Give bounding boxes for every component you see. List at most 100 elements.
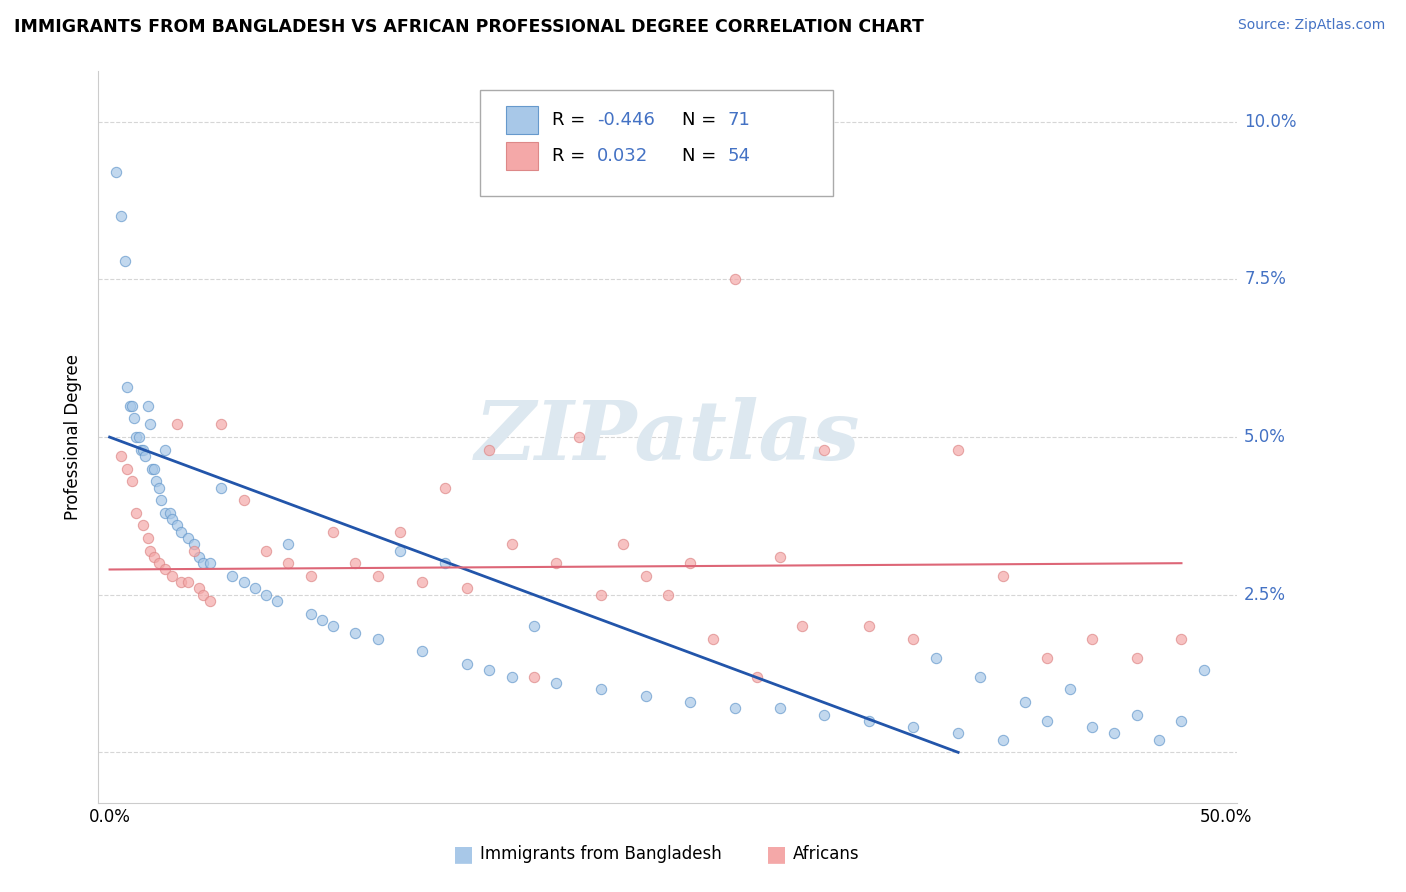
Point <box>122 411 145 425</box>
Point <box>388 543 411 558</box>
Text: Source: ZipAtlas.com: Source: ZipAtlas.com <box>1237 18 1385 32</box>
Point <box>232 575 254 590</box>
Point <box>145 474 167 488</box>
Point <box>679 556 702 570</box>
Point <box>198 594 221 608</box>
Point <box>567 430 589 444</box>
Point <box>456 582 478 596</box>
Point <box>105 165 128 179</box>
Point <box>299 569 322 583</box>
Point <box>170 524 193 539</box>
Point <box>136 531 159 545</box>
Y-axis label: Professional Degree: Professional Degree <box>65 354 83 520</box>
Point <box>634 689 657 703</box>
Point <box>903 632 925 646</box>
Point <box>139 417 162 432</box>
Point <box>702 632 724 646</box>
FancyBboxPatch shape <box>479 90 832 195</box>
Point <box>132 518 155 533</box>
Point <box>478 664 501 678</box>
Point <box>925 650 948 665</box>
Point <box>139 543 162 558</box>
Point <box>232 493 254 508</box>
Point <box>193 556 215 570</box>
Point <box>243 582 266 596</box>
Point <box>969 670 991 684</box>
Point <box>266 594 288 608</box>
Point <box>155 506 177 520</box>
Point <box>166 417 188 432</box>
Point <box>679 695 702 709</box>
Point <box>159 506 181 520</box>
FancyBboxPatch shape <box>506 106 538 134</box>
Point <box>121 399 143 413</box>
Point <box>221 569 243 583</box>
Point <box>118 399 141 413</box>
Point <box>322 524 344 539</box>
Text: 54: 54 <box>727 147 749 165</box>
Point <box>121 474 143 488</box>
Text: R =: R = <box>551 147 591 165</box>
Point <box>277 537 299 551</box>
Point <box>523 619 546 633</box>
Point <box>1014 695 1036 709</box>
Point <box>277 556 299 570</box>
Point <box>187 549 209 564</box>
Point <box>903 720 925 734</box>
Point <box>388 524 411 539</box>
Point <box>367 569 389 583</box>
Point <box>148 481 170 495</box>
Point <box>198 556 221 570</box>
Point <box>657 588 679 602</box>
Point <box>501 670 523 684</box>
Text: IMMIGRANTS FROM BANGLADESH VS AFRICAN PROFESSIONAL DEGREE CORRELATION CHART: IMMIGRANTS FROM BANGLADESH VS AFRICAN PR… <box>14 18 924 36</box>
Point <box>858 619 880 633</box>
Point <box>546 676 568 690</box>
FancyBboxPatch shape <box>506 143 538 170</box>
Point <box>134 449 156 463</box>
Point <box>148 556 170 570</box>
Point <box>768 549 790 564</box>
Point <box>170 575 193 590</box>
Point <box>132 442 155 457</box>
Text: ■: ■ <box>453 844 474 864</box>
Text: 7.5%: 7.5% <box>1244 270 1286 288</box>
Point <box>143 461 166 475</box>
Point <box>813 707 835 722</box>
Point <box>125 506 148 520</box>
Point <box>160 569 183 583</box>
Point <box>344 556 367 570</box>
Text: R =: R = <box>551 111 591 128</box>
Text: 10.0%: 10.0% <box>1244 112 1296 131</box>
Point <box>136 399 159 413</box>
Point <box>1126 707 1149 722</box>
Point <box>501 537 523 551</box>
Point <box>724 701 747 715</box>
Point <box>193 588 215 602</box>
Text: N =: N = <box>682 111 721 128</box>
Point <box>1036 650 1059 665</box>
Point <box>747 670 769 684</box>
Point <box>946 726 969 740</box>
Point <box>589 588 612 602</box>
Point <box>546 556 568 570</box>
Point <box>991 732 1014 747</box>
Text: 5.0%: 5.0% <box>1244 428 1286 446</box>
Point <box>1126 650 1149 665</box>
Point <box>523 670 546 684</box>
Point <box>790 619 813 633</box>
Point <box>1104 726 1126 740</box>
Point <box>183 543 205 558</box>
Point <box>1192 664 1215 678</box>
Point <box>117 461 139 475</box>
Point <box>254 588 277 602</box>
Point <box>254 543 277 558</box>
Point <box>110 449 132 463</box>
Point <box>589 682 612 697</box>
Point <box>456 657 478 671</box>
Point <box>612 537 634 551</box>
Point <box>813 442 835 457</box>
Point <box>311 613 333 627</box>
Point <box>344 625 367 640</box>
Point <box>110 210 132 224</box>
